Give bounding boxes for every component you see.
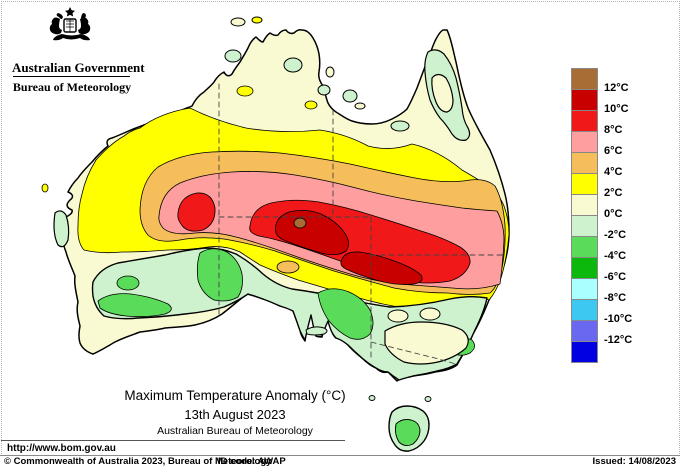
header-divider bbox=[13, 76, 130, 77]
coat-of-arms-icon bbox=[49, 7, 91, 41]
green-spot-qld bbox=[390, 120, 410, 132]
url-box: http://www.bom.gov.au bbox=[1, 440, 345, 455]
legend-label: 12°C bbox=[604, 82, 629, 94]
legend-swatch bbox=[571, 320, 598, 342]
green-core-eyre bbox=[317, 288, 374, 340]
cream-oval-1 bbox=[387, 309, 409, 323]
yellow-spot-nt-2 bbox=[304, 100, 318, 110]
legend-swatch bbox=[571, 341, 598, 363]
legend-label: 0°C bbox=[604, 208, 623, 220]
issued-text: Issued: 14/08/2023 bbox=[592, 456, 676, 467]
legend-swatch bbox=[571, 131, 598, 153]
australia-map bbox=[41, 16, 510, 452]
bureau-title: Bureau of Meteorology bbox=[12, 80, 132, 94]
legend-swatch bbox=[571, 299, 598, 321]
cream-oval-2 bbox=[419, 307, 441, 321]
footer-bar: © Commonwealth of Australia 2023, Bureau… bbox=[0, 456, 680, 467]
contour-darkred-west bbox=[275, 210, 349, 256]
map-title-block: Maximum Temperature Anomaly (°C) 13th Au… bbox=[60, 386, 410, 438]
legend-swatch bbox=[571, 215, 598, 237]
island-groote bbox=[325, 66, 335, 78]
legend-label: -12°C bbox=[604, 334, 633, 346]
legend-swatch bbox=[571, 194, 598, 216]
map-title: Maximum Temperature Anomaly (°C) bbox=[124, 388, 346, 403]
legend-swatch bbox=[571, 173, 598, 195]
copyright-text: © Commonwealth of Australia 2023, Bureau… bbox=[4, 456, 272, 467]
legend-label: 2°C bbox=[604, 187, 623, 199]
island-tiwi-east bbox=[251, 16, 263, 24]
cream-victoria bbox=[384, 321, 469, 365]
contour-darkred-east bbox=[340, 251, 423, 285]
green-spot-gulf bbox=[342, 89, 358, 103]
legend-swatch bbox=[571, 257, 598, 279]
green-core-nullarbor bbox=[196, 248, 243, 302]
legend-label: 10°C bbox=[604, 103, 629, 115]
state-borders bbox=[218, 83, 507, 365]
legend-swatch bbox=[571, 152, 598, 174]
legend-label: 8°C bbox=[604, 124, 623, 136]
contour-red-west bbox=[177, 192, 216, 232]
orange-spot bbox=[276, 260, 300, 274]
tasmania-green-core bbox=[394, 419, 421, 447]
green-spot-topend-2 bbox=[283, 57, 303, 73]
green-core-southwest bbox=[97, 293, 172, 318]
island-mornington bbox=[354, 102, 366, 110]
island-tiwi-west bbox=[230, 17, 246, 27]
id-code-text: ID code: AWAP bbox=[218, 456, 286, 467]
cream-cape-york-hole bbox=[431, 73, 454, 113]
bom-url: http://www.bom.gov.au bbox=[7, 443, 116, 454]
legend-swatch bbox=[571, 110, 598, 132]
legend-label: -8°C bbox=[604, 292, 627, 304]
green-spot-topend-1 bbox=[224, 49, 242, 63]
green-spot-topend-3 bbox=[317, 84, 331, 96]
legend-label: 4°C bbox=[604, 166, 623, 178]
green-core-southwest-2 bbox=[116, 275, 140, 291]
government-title: Australian Government bbox=[12, 60, 145, 75]
legend-swatch bbox=[571, 68, 598, 90]
island-flinders bbox=[424, 396, 432, 402]
legend-label: -10°C bbox=[604, 313, 633, 325]
frame-bottom-rule bbox=[0, 455, 680, 456]
island-king bbox=[368, 395, 376, 401]
legend-swatch bbox=[571, 89, 598, 111]
legend-color-scale bbox=[571, 68, 598, 363]
green-sliver-west-coast bbox=[53, 210, 70, 248]
contour-brown bbox=[293, 217, 307, 229]
yellow-spot-sharkbay bbox=[41, 183, 49, 193]
legend-swatch bbox=[571, 236, 598, 258]
legend-swatch bbox=[571, 278, 598, 300]
legend-label: -4°C bbox=[604, 250, 627, 262]
yellow-spot-nt-1 bbox=[236, 85, 254, 97]
island-kangaroo bbox=[305, 326, 328, 336]
map-date: 13th August 2023 bbox=[184, 407, 286, 422]
legend-label: -2°C bbox=[604, 229, 627, 241]
legend-label: 6°C bbox=[604, 145, 623, 157]
legend-label: -6°C bbox=[604, 271, 627, 283]
map-source: Australian Bureau of Meteorology bbox=[157, 425, 313, 437]
